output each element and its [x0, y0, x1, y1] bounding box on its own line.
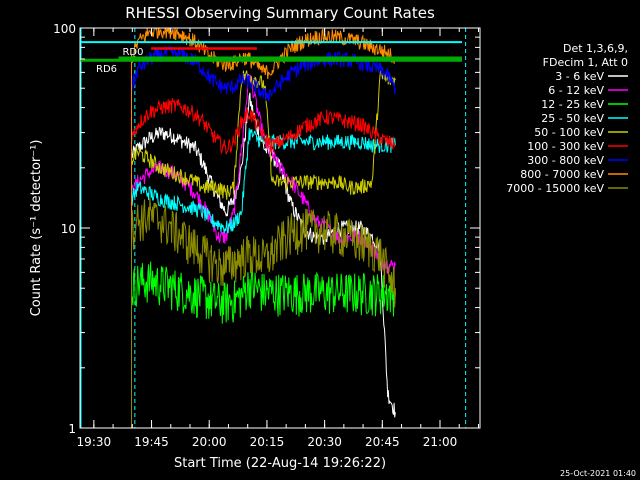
- plot-area: RD0 RD6 19:30 19:45 20:00 20:15 20:30 20:45 21:0…: [53, 22, 481, 449]
- legend-label-3: 25 - 50 keV: [541, 112, 604, 125]
- legend-label-2: 12 - 25 keV: [541, 98, 604, 111]
- x-tick-label-6: 21:00: [423, 435, 458, 449]
- annotation-label-rd6: RD6: [96, 64, 117, 75]
- legend-label-4: 50 - 100 keV: [534, 126, 604, 139]
- x-tick-label-4: 20:30: [307, 435, 342, 449]
- y-tick-label-0: 1: [68, 422, 76, 436]
- series-group: [80, 28, 467, 428]
- series-line-300-800kev: [131, 45, 396, 428]
- series-line-7000-15000kev: [131, 197, 396, 428]
- y-tick-label-2: 100: [53, 22, 76, 36]
- chart-title: RHESSI Observing Summary Count Rates: [125, 4, 435, 22]
- legend-label-5: 100 - 300 keV: [527, 140, 604, 153]
- legend-label-6: 300 - 800 keV: [527, 154, 604, 167]
- series-line-800-7000kev: [131, 28, 396, 428]
- y-axis-label: Count Rate (s⁻¹ detector⁻¹): [29, 140, 44, 317]
- x-axis-label: Start Time (22-Aug-14 19:26:22): [174, 456, 386, 471]
- x-tick-label-1: 19:45: [134, 435, 169, 449]
- legend-label-0: 3 - 6 keV: [555, 70, 604, 83]
- x-tick-label-5: 20:45: [365, 435, 400, 449]
- series-line-100-300kev: [131, 98, 396, 428]
- legend-header-0: Det 1,3,6,9,: [563, 42, 628, 55]
- legend-label-7: 800 - 7000 keV: [520, 168, 604, 181]
- render-timestamp: 25-Oct-2021 01:40: [560, 469, 636, 478]
- series-line-12-25kev: [131, 261, 396, 428]
- x-tick-label-0: 19:30: [77, 435, 112, 449]
- x-tick-label-3: 20:15: [250, 435, 285, 449]
- annotation-label-rd0: RD0: [122, 47, 143, 58]
- legend-label-1: 6 - 12 keV: [548, 84, 604, 97]
- legend-label-8: 7000 - 15000 keV: [506, 182, 604, 195]
- series-line-50-100kev: [131, 70, 396, 428]
- x-tick-label-2: 20:00: [192, 435, 227, 449]
- legend-header-1: FDecim 1, Att 0: [543, 56, 628, 69]
- y-tick-label-1: 10: [61, 222, 76, 236]
